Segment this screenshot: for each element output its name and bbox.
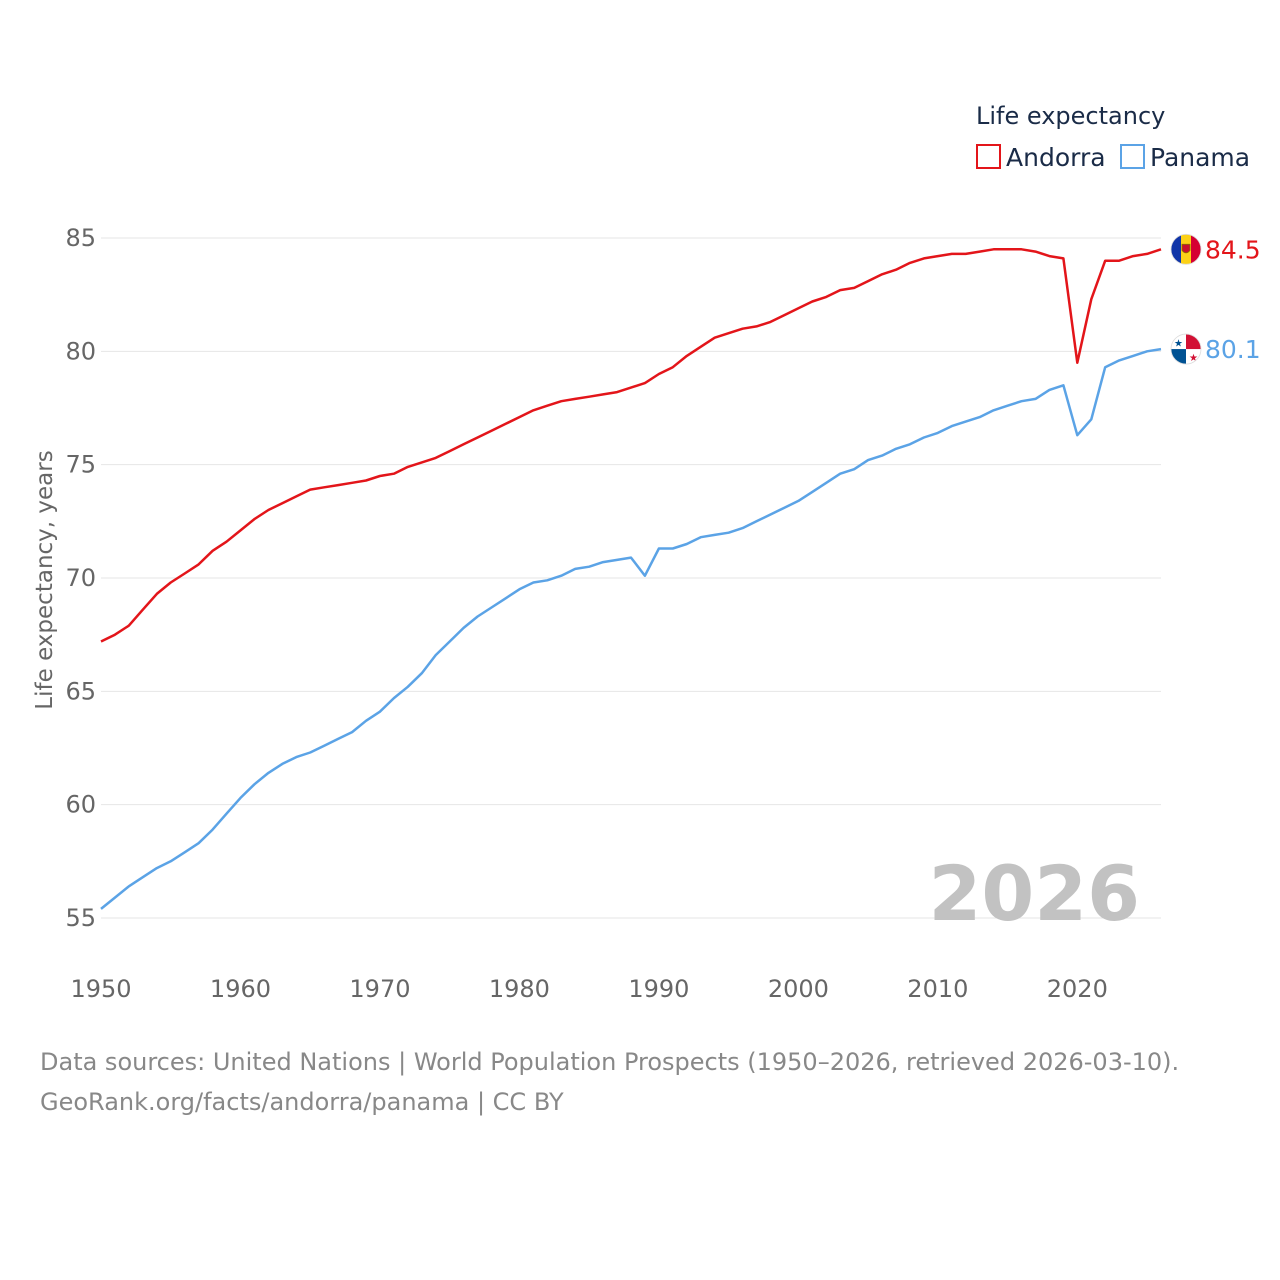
x-tick-label: 1960 [210, 975, 271, 1003]
series-line-panama [100, 347, 1162, 910]
x-tick-label: 1980 [489, 975, 550, 1003]
x-tick-label: 1970 [349, 975, 410, 1003]
y-tick-label: 75 [65, 451, 96, 479]
life-expectancy-chart: 55 60 65 70 75 80 85 1950 1960 1970 1980 1990 2000 2… [32, 102, 1261, 1003]
data-sources-text: Data sources: United Nations | World Pop… [40, 1048, 1180, 1076]
legend-item-panama[interactable]: Panama [1120, 143, 1250, 172]
x-tick-label: 1950 [70, 975, 131, 1003]
y-tick-label: 65 [65, 677, 96, 705]
legend: Life expectancy Andorra Panama [976, 102, 1250, 172]
panama-flag-icon: ★★ [1170, 333, 1202, 365]
svg-text:★: ★ [1174, 339, 1183, 350]
year-overlay: 2026 [928, 849, 1140, 938]
end-label-andorra: 84.5 [1205, 235, 1261, 264]
y-tick-label: 60 [65, 791, 96, 819]
y-tick-label: 80 [65, 337, 96, 365]
series-lines [100, 248, 1162, 910]
legend-label-andorra: Andorra [1006, 143, 1106, 172]
x-axis: 1950 1960 1970 1980 1990 2000 2010 2020 [70, 975, 1107, 1003]
legend-item-andorra[interactable]: Andorra [976, 143, 1106, 172]
y-tick-label: 55 [65, 904, 96, 932]
source-link[interactable]: GeoRank.org/facts/andorra/panama | CC BY [40, 1088, 564, 1116]
y-tick-label: 70 [65, 564, 96, 592]
x-tick-label: 2000 [768, 975, 829, 1003]
y-axis-label: Life expectancy, years [32, 450, 58, 709]
series-line-andorra [100, 248, 1162, 643]
svg-text:★: ★ [1189, 353, 1198, 364]
x-tick-label: 2020 [1047, 975, 1108, 1003]
x-tick-label: 1990 [628, 975, 689, 1003]
legend-label-panama: Panama [1150, 143, 1250, 172]
end-label-panama: 80.1 [1205, 335, 1261, 364]
end-labels: 84.5★★ 80.1 [1170, 233, 1261, 365]
x-tick-label: 2010 [907, 975, 968, 1003]
legend-swatch-andorra [976, 144, 1001, 169]
legend-title: Life expectancy [976, 102, 1165, 130]
andorra-flag-icon [1170, 233, 1202, 265]
legend-swatch-panama [1120, 144, 1145, 169]
y-axis: 55 60 65 70 75 80 85 [65, 224, 96, 932]
grid-layer [101, 237, 1161, 919]
y-tick-label: 85 [65, 224, 96, 252]
footer: Data sources: United Nations | World Pop… [40, 1042, 1179, 1122]
